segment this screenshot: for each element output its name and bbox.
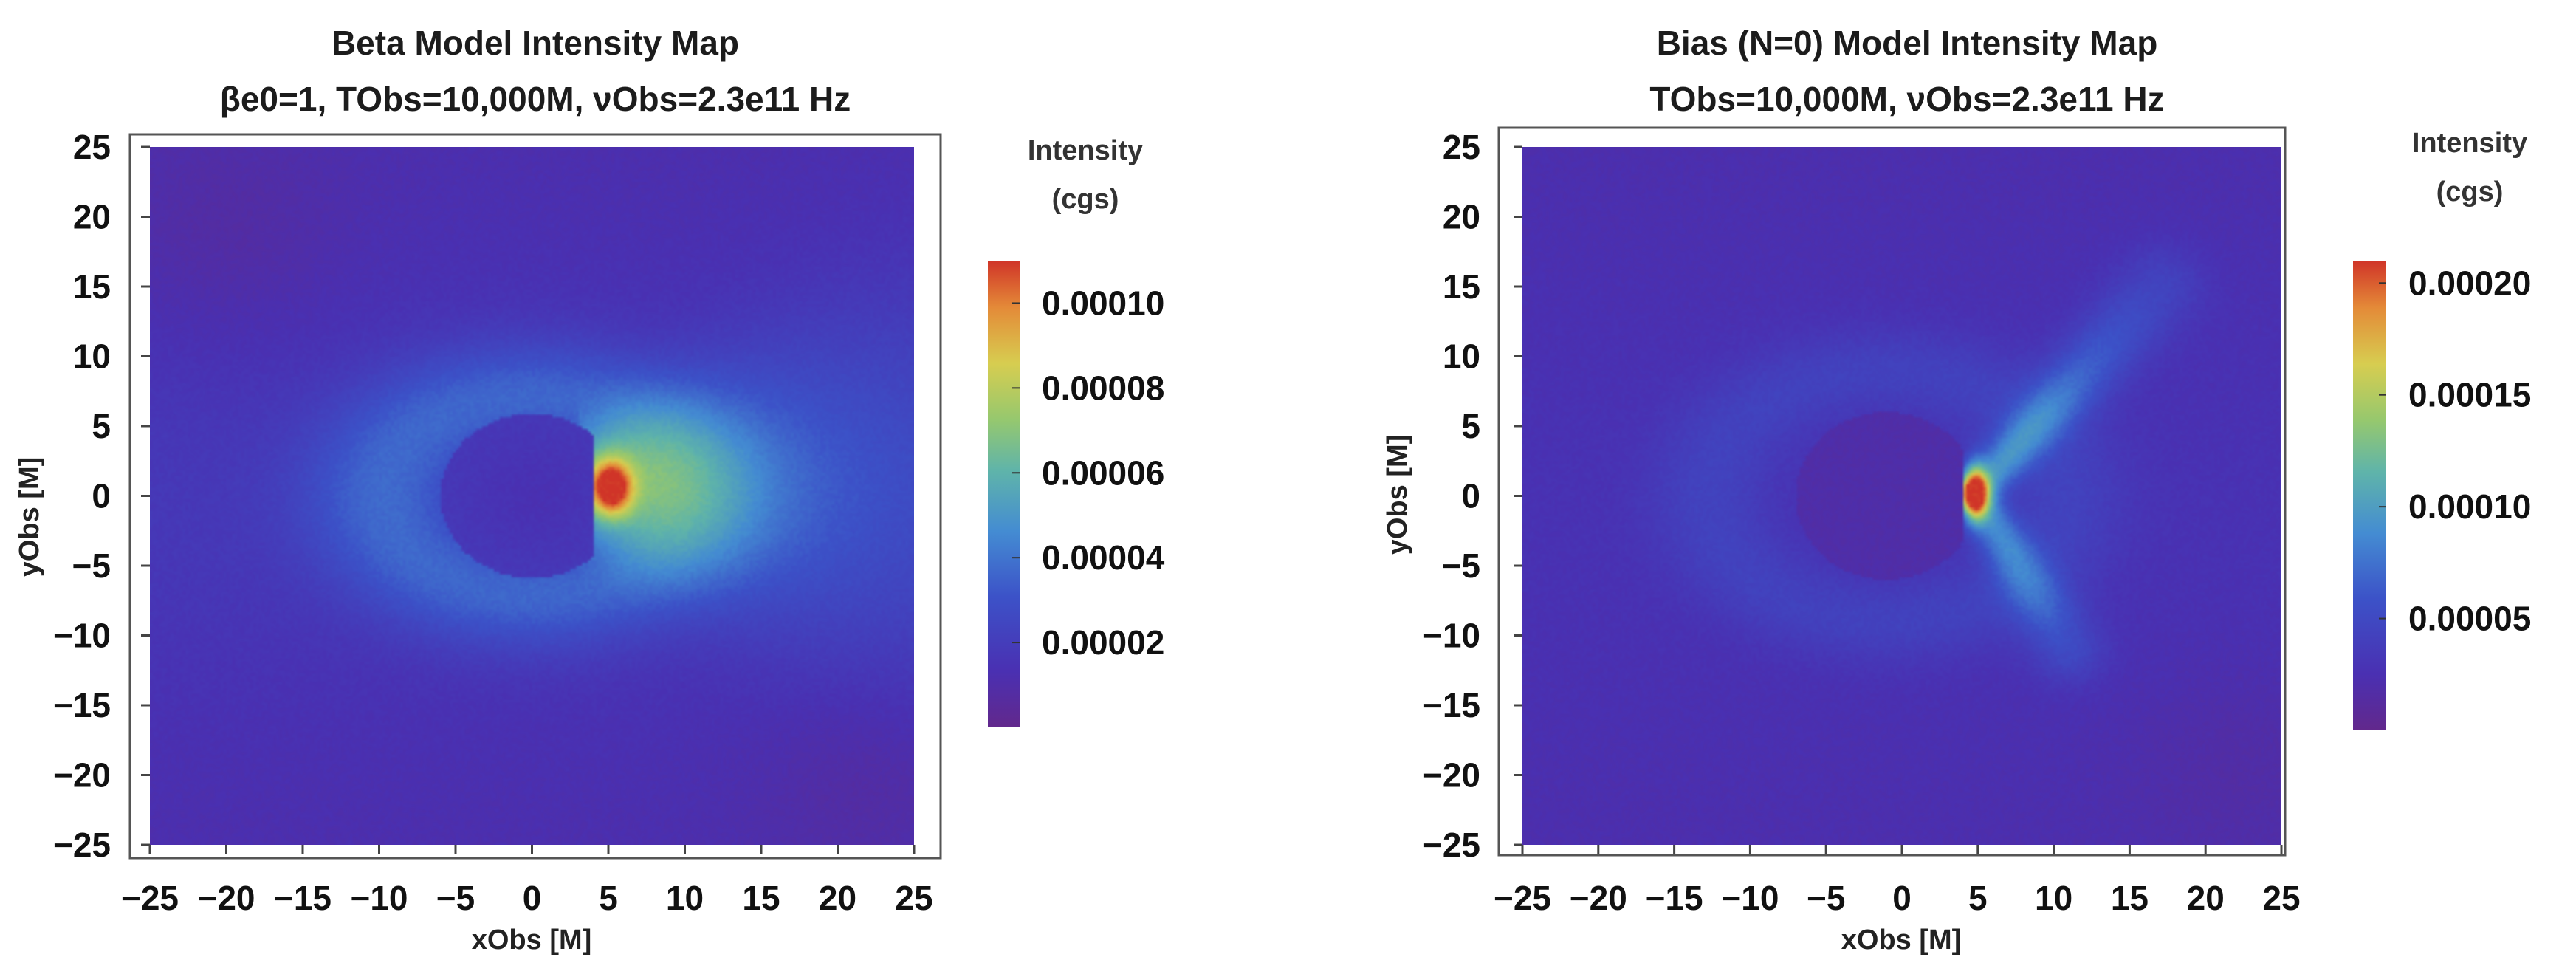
colorbar	[988, 261, 1020, 727]
x-tick-label: −25	[121, 879, 179, 917]
y-tick-label: 10	[73, 337, 111, 376]
heatmap-image-container	[150, 147, 914, 845]
x-tick-label: 5	[599, 879, 618, 917]
colorbar-ticks: 0.00005 0.00010 0.00015 0.00020	[2379, 264, 2531, 638]
y-tick-label: 15	[1443, 267, 1480, 306]
chart-title: Bias (N=0) Model Intensity Map	[1657, 24, 2158, 62]
x-tick-label: 20	[2187, 879, 2225, 917]
y-tick-label: 0	[92, 477, 111, 515]
y-tick-label: 5	[92, 407, 111, 445]
x-tick-label: −20	[197, 879, 255, 917]
x-tick-label: −25	[1494, 879, 1551, 917]
x-tick-label: 20	[819, 879, 856, 917]
chart-title: Beta Model Intensity Map	[332, 24, 739, 62]
chart-subtitle: TObs=10,000M, νObs=2.3e11 Hz	[1649, 80, 2164, 118]
colorbar-tick-label: 0.00010	[1042, 284, 1164, 322]
y-tick-label: 20	[73, 198, 111, 236]
bias-model-chart: Bias (N=0) Model Intensity Map TObs=10,0…	[1382, 24, 2531, 956]
colorbar-tick-label: 0.00010	[2408, 487, 2531, 526]
colorbar-tick-label: 0.00015	[2408, 376, 2531, 414]
colorbar-title-line2: (cgs)	[2436, 176, 2504, 208]
y-tick-label: 15	[73, 267, 111, 306]
colorbar-title-line1: Intensity	[1028, 135, 1143, 166]
y-tick-label: −10	[53, 617, 111, 655]
y-tick-label: 25	[1443, 128, 1480, 166]
x-tick-label: −10	[1721, 879, 1779, 917]
y-axis-ticks: 25 20 15 10 5 0 −5 −10 −15 −20 −25	[53, 128, 150, 864]
y-axis-label: yObs [M]	[1382, 435, 1413, 555]
x-tick-label: −10	[350, 879, 408, 917]
y-tick-label: −5	[1442, 546, 1480, 585]
colorbar-tick-label: 0.00002	[1042, 623, 1164, 662]
x-axis-label: xObs [M]	[472, 925, 592, 956]
x-tick-label: 0	[1892, 879, 1912, 917]
x-tick-label: 10	[666, 879, 704, 917]
y-tick-label: 10	[1443, 337, 1480, 376]
y-tick-label: 5	[1461, 407, 1480, 445]
y-tick-label: 20	[1443, 198, 1480, 236]
x-tick-label: 15	[2111, 879, 2149, 917]
y-axis-ticks: 25 20 15 10 5 0 −5 −10 −15 −20 −25	[1423, 128, 1522, 864]
bias-model-panel: Bias (N=0) Model Intensity Map TObs=10,0…	[1288, 0, 2576, 977]
heatmap-image	[1522, 147, 2281, 845]
x-tick-label: −15	[274, 879, 332, 917]
x-tick-label: −5	[436, 879, 475, 917]
heatmap-image	[150, 147, 914, 845]
x-axis-ticks: −25 −20 −15 −10 −5 0 5 10 15 20 25	[1494, 845, 2301, 917]
colorbar-tick-label: 0.00006	[1042, 453, 1164, 492]
x-tick-label: −5	[1807, 879, 1845, 917]
beta-model-panel: Beta Model Intensity Map βe0=1, TObs=10,…	[14, 24, 1165, 956]
y-tick-label: −5	[72, 546, 111, 585]
y-tick-label: 25	[73, 128, 111, 166]
y-tick-label: −15	[53, 686, 111, 724]
x-axis-label: xObs [M]	[1841, 925, 1962, 956]
x-axis-ticks: −25 −20 −15 −10 −5 0 5 10 15 20 25	[121, 845, 933, 917]
heatmap-image-container	[1522, 147, 2281, 845]
colorbar	[2353, 261, 2386, 730]
y-tick-label: −25	[53, 826, 111, 864]
y-tick-label: −20	[53, 756, 111, 795]
colorbar-tick-label: 0.00020	[2408, 264, 2531, 302]
chart-subtitle: βe0=1, TObs=10,000M, νObs=2.3e11 Hz	[220, 80, 851, 118]
x-tick-label: 0	[523, 879, 542, 917]
y-tick-label: −10	[1423, 617, 1480, 655]
colorbar-tick-label: 0.00005	[2408, 600, 2531, 638]
x-tick-label: −15	[1646, 879, 1703, 917]
colorbar-title-line2: (cgs)	[1052, 184, 1119, 215]
colorbar-tick-label: 0.00008	[1042, 368, 1164, 407]
colorbar-ticks: 0.00002 0.00004 0.00006 0.00008 0.00010	[1012, 284, 1165, 662]
y-tick-label: −25	[1423, 826, 1480, 864]
colorbar-title-line1: Intensity	[2412, 128, 2527, 159]
x-tick-label: 5	[1968, 879, 1988, 917]
y-tick-label: −20	[1423, 756, 1480, 795]
x-tick-label: −20	[1570, 879, 1627, 917]
beta-model-chart: Beta Model Intensity Map βe0=1, TObs=10,…	[14, 24, 1165, 956]
y-axis-label: yObs [M]	[14, 457, 45, 577]
x-tick-label: 25	[2262, 879, 2300, 917]
y-tick-label: −15	[1423, 686, 1480, 724]
x-tick-label: 15	[742, 879, 780, 917]
x-tick-label: 25	[895, 879, 932, 917]
x-tick-label: 10	[2035, 879, 2072, 917]
y-tick-label: 0	[1461, 477, 1480, 515]
colorbar-tick-label: 0.00004	[1042, 538, 1165, 577]
